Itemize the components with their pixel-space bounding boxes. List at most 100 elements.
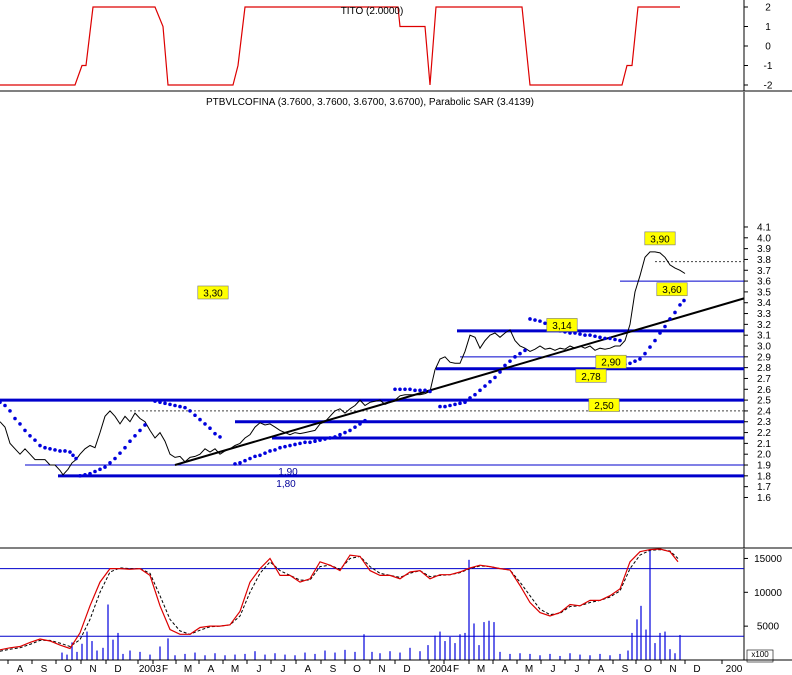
sar-dot [23, 428, 27, 433]
sar-dot [473, 392, 477, 397]
sar-dot [298, 441, 302, 446]
price-level-label: 2,78 [581, 372, 601, 383]
sar-dot [138, 428, 142, 433]
sar-dot [513, 355, 517, 359]
price-tick-label: 2.0 [757, 450, 771, 461]
sar-dot [71, 453, 75, 458]
sar-dot [233, 462, 237, 466]
volume-tick-label: 10000 [754, 588, 782, 599]
sar-dot [63, 449, 67, 453]
indicator-tick-label: 2 [765, 3, 771, 14]
time-tick-label: N [378, 664, 385, 675]
sar-dot [682, 298, 686, 303]
sar-dot [18, 422, 22, 426]
price-tick-label: 1.6 [757, 493, 771, 504]
sar-dot [58, 449, 62, 453]
volume-tick-label: 5000 [757, 622, 780, 633]
sar-dot [263, 451, 267, 455]
price-tick-label: 3.0 [757, 342, 771, 353]
time-tick-label: F [453, 664, 459, 675]
sar-dot [218, 435, 222, 439]
price-level-badge [656, 282, 688, 297]
sar-dot [68, 450, 72, 454]
indicator-tick-label: -1 [764, 61, 773, 72]
sar-dot [603, 336, 607, 341]
sar-dot [438, 404, 442, 409]
sar-dot [183, 405, 187, 410]
sar-dot [628, 361, 632, 366]
time-tick-label: D [403, 664, 410, 675]
price-tick-label: 3.5 [757, 287, 771, 298]
indicator-tick-label: 0 [765, 42, 771, 53]
indicator-tick-label: 1 [765, 22, 771, 33]
price-tick-label: 2.3 [757, 417, 771, 428]
indicator-panel: 2 1 0 -1 -2 [0, 0, 792, 92]
time-tick-label: S [622, 664, 629, 675]
sar-dot [243, 458, 247, 463]
price-level-label: 1,80 [276, 479, 296, 490]
sar-dot [188, 409, 192, 413]
sar-dot [358, 422, 362, 426]
sar-dot [153, 399, 157, 403]
sar-dot [288, 443, 292, 448]
sar-dot [93, 469, 97, 474]
price-tick-label: 2.2 [757, 428, 771, 439]
sar-dot [353, 425, 357, 429]
sar-dot [3, 403, 7, 408]
sar-dot [313, 439, 317, 444]
sar-dot [203, 422, 207, 426]
sar-dot [613, 337, 617, 342]
sar-dot [178, 404, 182, 409]
time-tick-label: J [281, 664, 286, 675]
sar-dot [658, 331, 662, 335]
sar-dot [508, 359, 512, 363]
price-tick-label: 1.9 [757, 461, 771, 472]
price-level-label: 2,50 [594, 401, 614, 412]
sar-dot [578, 332, 582, 336]
sar-dot [533, 318, 537, 322]
sar-dot [103, 465, 107, 469]
price-tick-label: 2.7 [757, 374, 771, 385]
sar-dot [653, 338, 657, 343]
sar-dot [78, 474, 82, 478]
time-tick-label: 200 [726, 664, 743, 675]
sar-dot [273, 448, 277, 452]
time-tick-label: O [64, 664, 72, 675]
time-tick-label: S [330, 664, 337, 675]
price-tick-label: 2.9 [757, 352, 771, 363]
sar-dot [453, 402, 457, 407]
price-tick-label: 4.0 [757, 233, 771, 244]
time-tick-label: J [257, 664, 262, 675]
sar-dot [398, 387, 402, 392]
volume-panel: 15000 10000 5000 [0, 548, 782, 663]
sar-dot [393, 387, 397, 392]
sar-dot [8, 409, 12, 413]
price-level-label: 3,14 [552, 321, 572, 332]
sar-dot [118, 451, 122, 455]
sar-dot [323, 437, 327, 441]
sar-dot [608, 336, 612, 341]
sar-dot [428, 389, 432, 394]
sar-dot [158, 400, 162, 405]
time-tick-label: O [644, 664, 652, 675]
sar-dot [648, 345, 652, 349]
indicator-title: TITO (2.0000) [341, 6, 404, 17]
sar-dot [638, 357, 642, 361]
sar-dot [518, 351, 522, 356]
sar-dot [53, 448, 57, 452]
volume-tick-label: 15000 [754, 554, 782, 565]
sar-dot [303, 440, 307, 445]
price-tick-label: 3.6 [757, 277, 771, 288]
sar-dot [333, 435, 337, 439]
sar-dot [213, 431, 217, 436]
sar-dot [123, 445, 127, 450]
price-level-badge [644, 231, 676, 246]
sar-dot [588, 333, 592, 337]
price-level-badge [595, 354, 627, 369]
time-tick-label: A [598, 664, 605, 675]
sar-dot [38, 443, 42, 448]
time-tick-label: D [114, 664, 121, 675]
sar-dot [208, 426, 212, 431]
sar-dot [13, 416, 17, 421]
